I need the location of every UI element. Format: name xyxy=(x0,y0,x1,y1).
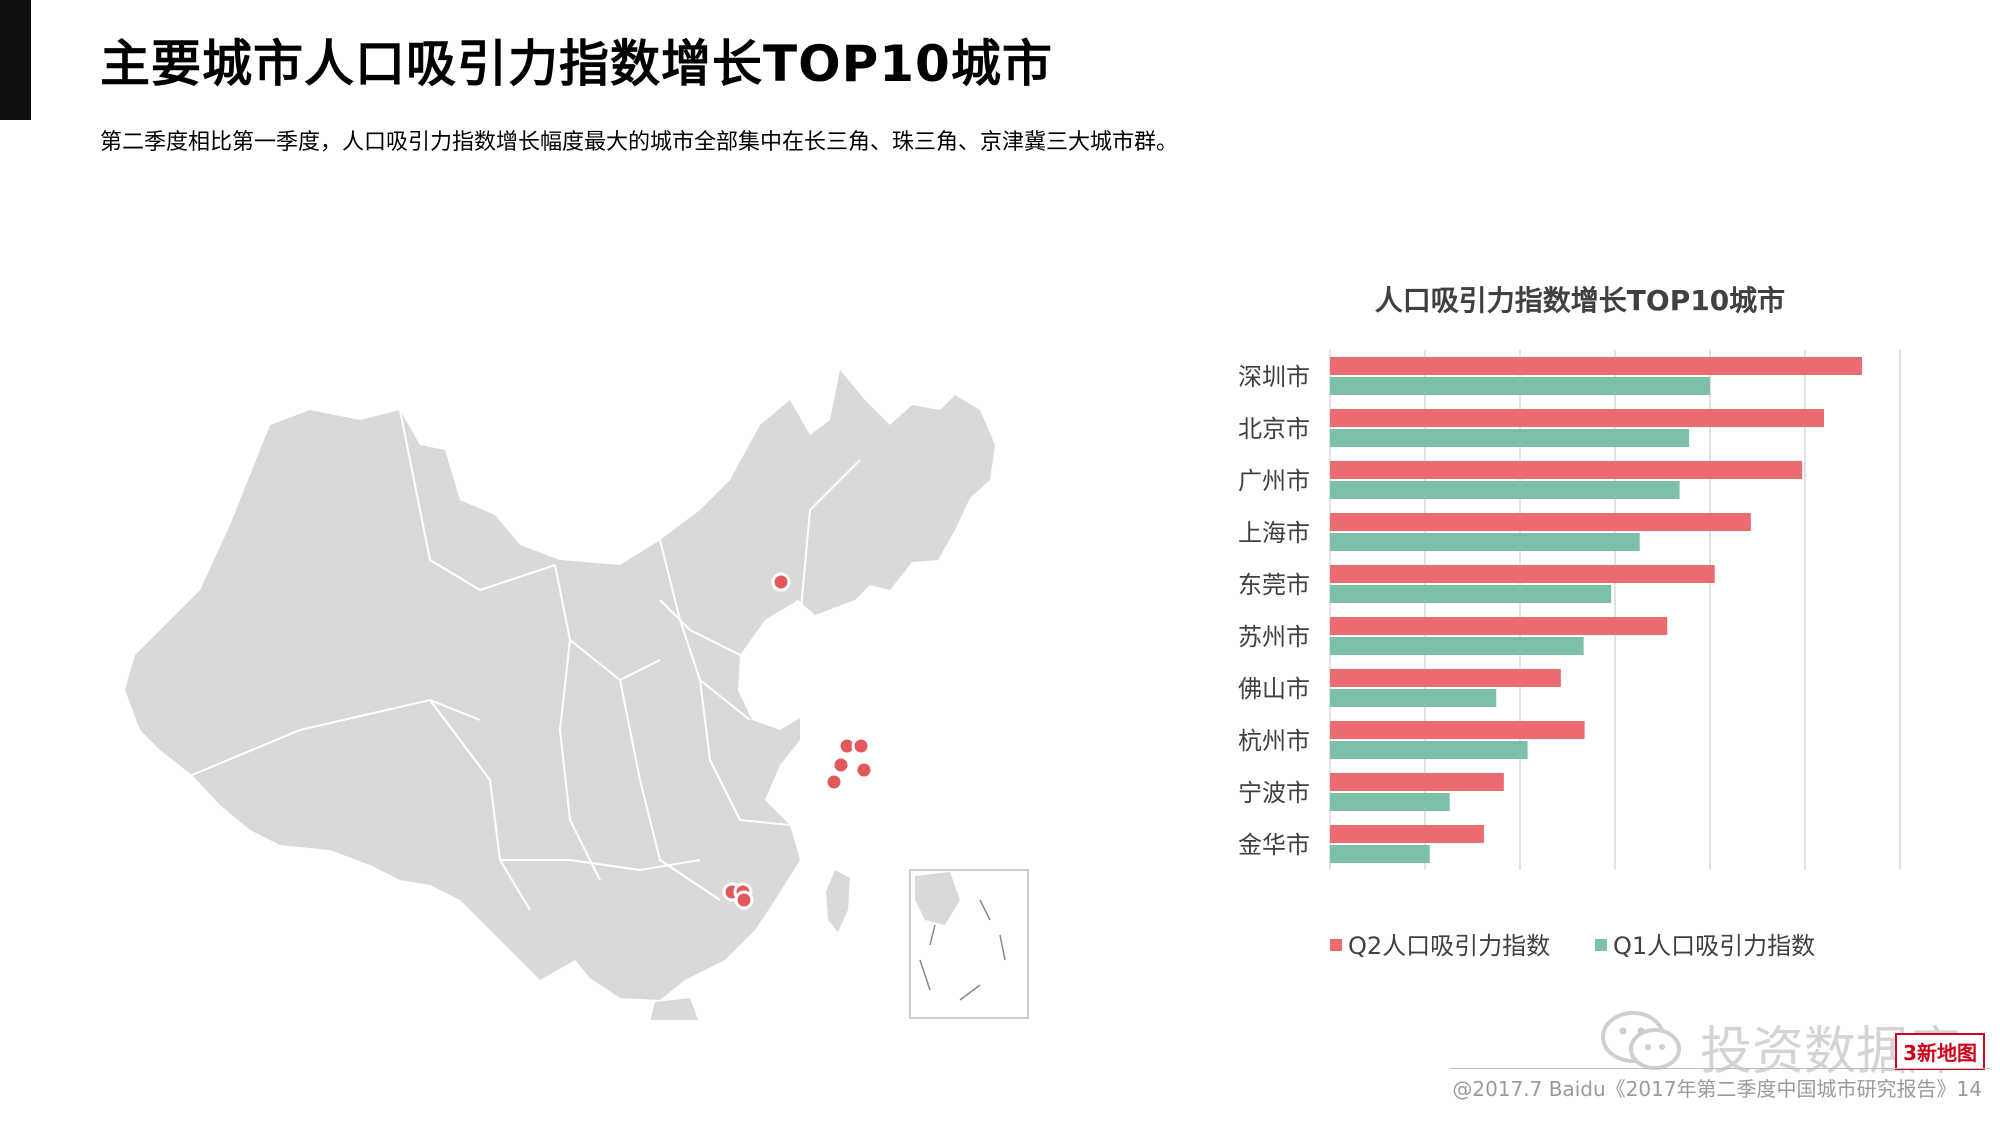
bar-q2 xyxy=(1330,409,1824,427)
border-line xyxy=(558,639,601,881)
bar-q2 xyxy=(1330,825,1484,843)
bar-q2 xyxy=(1330,565,1715,583)
bar-q2 xyxy=(1330,513,1751,531)
bar-q2 xyxy=(1330,617,1668,635)
chart-legend: Q2人口吸引力指数 Q1人口吸引力指数 xyxy=(1330,932,1815,960)
category-label: 北京市 xyxy=(1238,415,1310,443)
map-land xyxy=(125,370,995,1020)
category-label: 苏州市 xyxy=(1238,623,1310,651)
category-label: 东莞市 xyxy=(1238,571,1310,599)
city-markers xyxy=(722,572,874,910)
category-label: 深圳市 xyxy=(1238,363,1310,391)
border-line xyxy=(619,679,721,901)
border-line xyxy=(799,459,861,621)
category-label: 上海市 xyxy=(1238,519,1310,547)
bar-q1 xyxy=(1330,845,1430,863)
border-line xyxy=(191,698,481,776)
watermark-badge: 3新地图 xyxy=(1895,1033,1985,1070)
footer-source: @2017.7 Baidu《2017年第二季度中国城市研究报告》14 xyxy=(1452,1077,1982,1101)
chart-bars xyxy=(1330,357,1862,863)
footer-divider xyxy=(1450,1068,1990,1069)
border-line xyxy=(554,564,661,682)
category-label: 金华市 xyxy=(1238,831,1310,859)
border-line xyxy=(659,599,741,656)
category-label: 广州市 xyxy=(1238,467,1310,495)
bar-q1 xyxy=(1330,533,1640,551)
bar-q2 xyxy=(1330,461,1803,479)
watermark: 投资数据库 3新地图 xyxy=(1595,1005,1985,1082)
category-label: 杭州市 xyxy=(1238,727,1310,755)
border-line xyxy=(399,409,556,592)
bar-q2 xyxy=(1330,773,1504,791)
bar-q1 xyxy=(1330,741,1528,759)
inset-coast xyxy=(915,872,960,925)
city-marker xyxy=(854,760,874,780)
border-line xyxy=(659,539,751,721)
side-accent-bar xyxy=(0,0,31,120)
legend-swatch xyxy=(1595,939,1607,951)
legend-swatch xyxy=(1330,939,1342,951)
province-borders xyxy=(191,409,861,911)
bar-q1 xyxy=(1330,481,1680,499)
category-label: 佛山市 xyxy=(1238,675,1310,703)
page-title: 主要城市人口吸引力指数增长TOP10城市 xyxy=(100,35,1053,93)
chart-title: 人口吸引力指数增长TOP10城市 xyxy=(1375,284,1785,317)
bar-q1 xyxy=(1330,793,1450,811)
bar-q1 xyxy=(1330,637,1584,655)
city-marker xyxy=(851,736,871,756)
wechat-icon xyxy=(1601,1011,1681,1070)
city-marker xyxy=(824,772,844,792)
bar-chart: 人口吸引力指数增长TOP10城市 深圳市北京市广州市上海市东莞市苏州市佛山市杭州… xyxy=(1238,284,1901,960)
china-map xyxy=(125,370,1029,1020)
legend-label: Q1人口吸引力指数 xyxy=(1613,932,1815,960)
bar-q2 xyxy=(1330,357,1862,375)
mainland-shape xyxy=(125,370,995,1000)
border-line xyxy=(699,679,791,826)
city-marker xyxy=(831,755,851,775)
bar-q1 xyxy=(1330,429,1690,447)
chart-gridlines xyxy=(1329,350,1901,870)
bar-q2 xyxy=(1330,721,1585,739)
hainan-shape xyxy=(650,998,698,1020)
taiwan-shape xyxy=(826,870,850,932)
city-marker xyxy=(771,572,791,592)
legend-label: Q2人口吸引力指数 xyxy=(1348,932,1550,960)
scs-inset xyxy=(909,869,1029,1019)
bar-q1 xyxy=(1330,377,1710,395)
city-marker xyxy=(734,890,754,910)
border-line xyxy=(500,859,701,872)
category-label: 宁波市 xyxy=(1238,779,1310,807)
page-subtitle: 第二季度相比第一季度，人口吸引力指数增长幅度最大的城市全部集中在长三角、珠三角、… xyxy=(100,130,1179,155)
bar-q1 xyxy=(1330,585,1612,603)
border-line xyxy=(429,699,531,911)
bar-q1 xyxy=(1330,689,1497,707)
bar-q2 xyxy=(1330,669,1561,687)
inset-dash xyxy=(919,899,1006,1001)
